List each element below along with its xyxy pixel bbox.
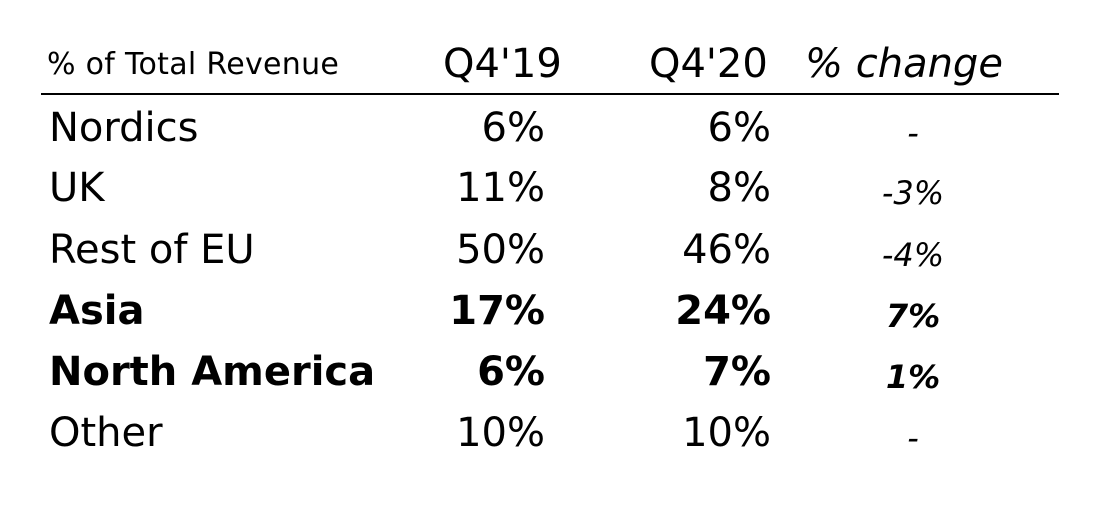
- row-label: North America: [49, 349, 376, 395]
- row-label: UK: [49, 165, 105, 211]
- row-label: Nordics: [49, 105, 199, 151]
- header-label-column: % of Total Revenue: [47, 47, 340, 82]
- header-q4-19: Q4'19: [443, 41, 562, 87]
- header-q4-20: Q4'20: [649, 41, 768, 87]
- row-label: Asia: [49, 288, 145, 334]
- header-divider: [41, 93, 1059, 95]
- row-label: Other: [49, 410, 163, 456]
- row-label: Rest of EU: [49, 227, 255, 273]
- header-percent-change: % change: [805, 41, 1003, 87]
